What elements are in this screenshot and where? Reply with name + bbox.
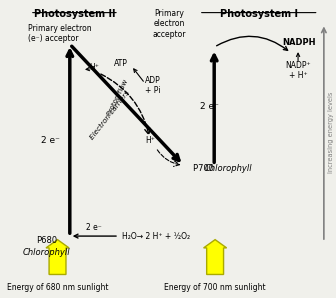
Text: P700: P700 (193, 164, 216, 173)
Text: Energy of 680 nm sunlight: Energy of 680 nm sunlight (7, 283, 108, 292)
Text: Energy of 700 nm sunlight: Energy of 700 nm sunlight (164, 283, 266, 292)
Text: Photosystem II: Photosystem II (34, 9, 115, 19)
Text: 2 e⁻: 2 e⁻ (41, 136, 60, 145)
Text: Proton flow: Proton flow (106, 78, 129, 116)
Text: Primary electron
(e⁻) acceptor: Primary electron (e⁻) acceptor (28, 24, 92, 43)
Text: ATP: ATP (114, 59, 127, 68)
Text: Primary
electron
acceptor: Primary electron acceptor (153, 9, 186, 38)
Text: P680: P680 (36, 236, 57, 245)
Text: ADP
+ Pi: ADP + Pi (145, 76, 161, 95)
Text: H₂O→ 2 H⁺ + ½O₂: H₂O→ 2 H⁺ + ½O₂ (122, 232, 190, 240)
Text: NADP⁺
+ H⁺: NADP⁺ + H⁺ (285, 61, 311, 80)
Text: H⁺: H⁺ (89, 63, 99, 72)
Text: 2 e⁻: 2 e⁻ (86, 223, 102, 232)
FancyArrow shape (204, 240, 227, 274)
Text: Chlorophyll: Chlorophyll (205, 164, 253, 173)
Text: Photosystem I: Photosystem I (220, 9, 298, 19)
Text: 2 e⁻: 2 e⁻ (200, 102, 219, 111)
FancyArrow shape (46, 240, 69, 274)
Text: H⁺: H⁺ (146, 136, 156, 145)
Text: Increasing energy levels: Increasing energy levels (329, 92, 334, 173)
Text: NADPH: NADPH (282, 38, 316, 47)
Text: Electron carriers: Electron carriers (89, 90, 131, 141)
Text: Chlorophyll: Chlorophyll (23, 248, 71, 257)
